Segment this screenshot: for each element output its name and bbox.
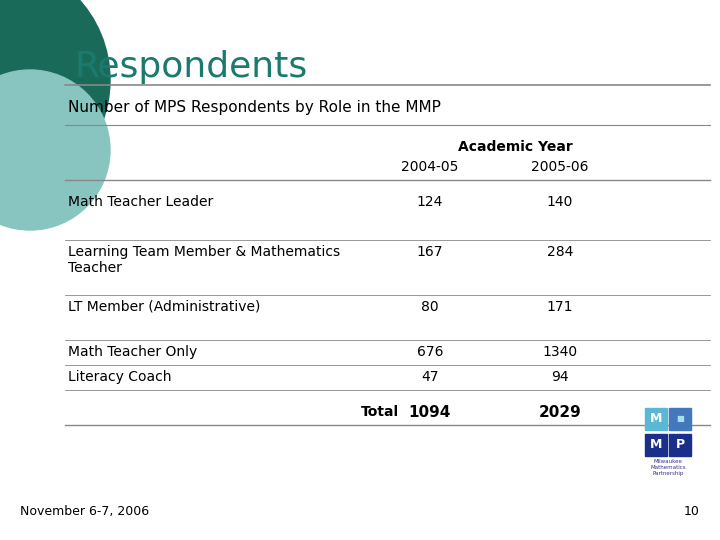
Text: 2005-06: 2005-06 <box>531 160 589 174</box>
Text: 124: 124 <box>417 195 444 209</box>
Text: M: M <box>650 438 662 451</box>
FancyBboxPatch shape <box>669 408 691 430</box>
FancyBboxPatch shape <box>645 434 667 456</box>
Text: 2004-05: 2004-05 <box>401 160 459 174</box>
Text: 171: 171 <box>546 300 573 314</box>
Text: Total: Total <box>361 405 399 419</box>
Text: 94: 94 <box>552 370 569 384</box>
Text: 676: 676 <box>417 345 444 359</box>
Text: Respondents: Respondents <box>75 50 308 84</box>
Text: ■: ■ <box>676 415 684 423</box>
Text: 167: 167 <box>417 245 444 259</box>
Text: Academic Year: Academic Year <box>458 140 572 154</box>
Text: Learning Team Member & Mathematics
Teacher: Learning Team Member & Mathematics Teach… <box>68 245 340 275</box>
FancyBboxPatch shape <box>645 408 667 430</box>
Text: LT Member (Administrative): LT Member (Administrative) <box>68 300 261 314</box>
Text: 10: 10 <box>684 505 700 518</box>
Circle shape <box>0 0 110 200</box>
Text: P: P <box>675 438 685 451</box>
Text: M: M <box>650 413 662 426</box>
Text: November 6-7, 2006: November 6-7, 2006 <box>20 505 149 518</box>
Text: 284: 284 <box>546 245 573 259</box>
Circle shape <box>0 70 110 230</box>
Text: 1340: 1340 <box>542 345 577 359</box>
Text: 140: 140 <box>546 195 573 209</box>
Text: 47: 47 <box>421 370 438 384</box>
Text: 1094: 1094 <box>409 405 451 420</box>
Text: Number of MPS Respondents by Role in the MMP: Number of MPS Respondents by Role in the… <box>68 100 441 115</box>
Text: 80: 80 <box>421 300 438 314</box>
FancyBboxPatch shape <box>669 434 691 456</box>
Text: Math Teacher Leader: Math Teacher Leader <box>68 195 213 209</box>
Text: Math Teacher Only: Math Teacher Only <box>68 345 197 359</box>
Text: Milwaukee
Mathematics
Partnership: Milwaukee Mathematics Partnership <box>650 459 686 476</box>
Text: 2029: 2029 <box>539 405 581 420</box>
Text: Literacy Coach: Literacy Coach <box>68 370 171 384</box>
